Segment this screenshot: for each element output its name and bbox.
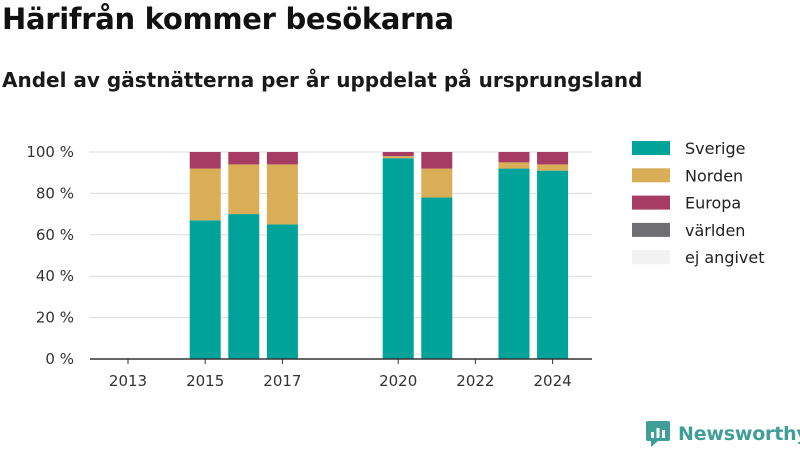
legend-swatch — [632, 222, 670, 237]
bar-segment — [266, 164, 298, 225]
x-tick-label: 2022 — [456, 372, 494, 390]
legend-item: världen — [632, 221, 745, 240]
bar-segment — [498, 152, 530, 163]
bar-segment — [421, 197, 453, 359]
legend-item: Norden — [632, 166, 743, 185]
bar-segment — [228, 164, 260, 215]
bar-segment — [537, 170, 569, 359]
bar-segment — [421, 168, 453, 198]
bar-segment — [189, 152, 221, 169]
x-tick-label: 2024 — [534, 372, 572, 390]
legend-label: ej angivet — [685, 248, 765, 267]
bars — [189, 152, 569, 359]
legend: Sverige Norden Europa världen ej angivet — [632, 139, 765, 267]
x-tick-label: 2013 — [109, 372, 147, 390]
y-tick-label: 40 % — [36, 267, 74, 285]
legend-item: ej angivet — [632, 248, 765, 267]
y-tick-label: 60 % — [36, 226, 74, 244]
bar-segment — [382, 158, 414, 359]
brand-name: Newsworthy — [678, 423, 800, 445]
brand-logo: Newsworthy — [645, 419, 800, 449]
legend-item: Europa — [632, 194, 741, 213]
legend-label: världen — [685, 221, 745, 240]
bar-segment — [266, 224, 298, 359]
bar-segment — [382, 152, 414, 157]
y-tick-label: 100 % — [26, 143, 74, 161]
x-axis-ticks: 2013 2015 2017 2020 2022 2024 — [109, 359, 572, 390]
x-tick-label: 2015 — [186, 372, 224, 390]
legend-swatch — [632, 195, 670, 210]
legend-swatch — [632, 250, 670, 265]
bar-segment — [498, 168, 530, 359]
bar-segment — [189, 220, 221, 359]
bar-segment — [189, 168, 221, 221]
bar-segment — [421, 152, 453, 169]
newsworthy-logo-icon — [646, 421, 670, 447]
bar-segment — [537, 152, 569, 165]
x-tick-label: 2020 — [379, 372, 417, 390]
chart-subtitle: Andel av gästnätterna per år uppdelat på… — [2, 68, 643, 92]
bar-segment — [382, 156, 414, 159]
bar-segment — [228, 152, 260, 165]
legend-label: Europa — [685, 194, 741, 213]
bar-segment — [266, 152, 298, 165]
chart-title: Härifrån kommer besökarna — [2, 2, 454, 36]
legend-label: Norden — [685, 166, 743, 185]
y-tick-label: 20 % — [36, 309, 74, 327]
x-tick-label: 2017 — [263, 372, 301, 390]
bar-segment — [537, 164, 569, 171]
y-tick-label: 80 % — [36, 184, 74, 202]
legend-swatch — [632, 168, 670, 183]
y-tick-label: 0 % — [45, 350, 74, 368]
y-axis-ticks: 0 % 20 % 40 % 60 % 80 % 100 % — [26, 143, 74, 368]
legend-label: Sverige — [685, 139, 746, 158]
legend-swatch — [632, 141, 670, 155]
legend-item: Sverige — [632, 139, 746, 158]
bar-segment — [228, 214, 260, 359]
bar-segment — [498, 162, 530, 169]
